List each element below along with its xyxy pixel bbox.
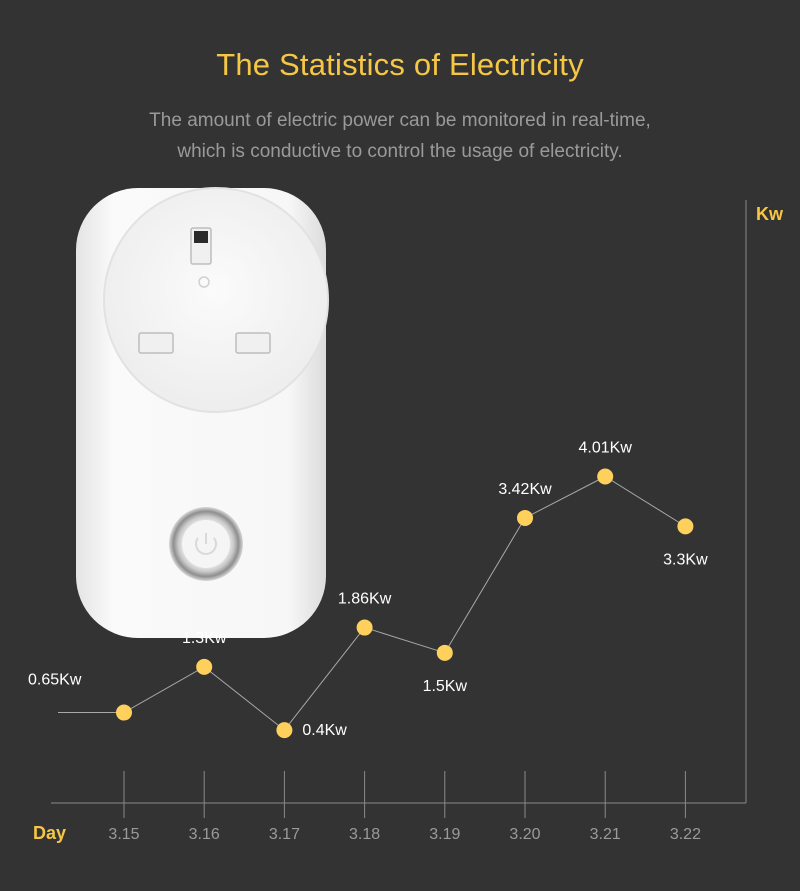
x-tick-label-3.20: 3.20 [509, 826, 540, 843]
data-label-3.22: 3.3Kw [663, 551, 708, 568]
x-tick-label-3.19: 3.19 [429, 826, 460, 843]
data-point-3.16 [196, 658, 213, 675]
data-point-3.20 [517, 509, 533, 526]
data-point-3.22 [677, 518, 694, 535]
data-label-3.20: 3.42Kw [498, 481, 552, 498]
data-label-3.15: 0.65Kw [28, 672, 82, 689]
x-tick-label-3.16: 3.16 [189, 826, 220, 843]
subtitle-line-1: The amount of electric power can be moni… [149, 110, 651, 131]
data-point-3.15 [116, 704, 132, 721]
data-label-3.21: 4.01Kw [579, 439, 633, 456]
x-tick-label-3.18: 3.18 [349, 826, 380, 843]
smart-plug-image [76, 187, 329, 638]
x-tick-label-3.17: 3.17 [269, 826, 300, 843]
x-tick-labels: 3.15 3.16 3.17 3.18 3.19 3.20 3.21 3.22 [108, 826, 701, 843]
data-points [116, 468, 694, 739]
y-axis-title: Kw [756, 204, 784, 224]
series-line [123, 475, 686, 731]
page-title: The Statistics of Electricity [216, 47, 584, 82]
data-label-3.17: 0.4Kw [302, 722, 347, 739]
series-line-group [58, 475, 686, 731]
data-point-3.17 [276, 722, 293, 739]
x-tick-label-3.21: 3.21 [590, 826, 621, 843]
data-label-3.19: 1.5Kw [423, 678, 468, 695]
data-labels: 0.65Kw 1.3Kw 0.4Kw 1.86Kw 1.5Kw 3.42Kw 4.01Kw 3… [28, 439, 708, 739]
data-point-3.18 [356, 619, 373, 636]
data-label-3.18: 1.86Kw [338, 591, 392, 608]
x-tick-label-3.15: 3.15 [108, 826, 139, 843]
x-tick-label-3.22: 3.22 [670, 826, 701, 843]
x-axis-title: Day [33, 823, 66, 843]
x-ticks [123, 771, 686, 818]
data-point-3.19 [436, 644, 453, 661]
page-subtitle: The amount of electric power can be moni… [0, 105, 800, 167]
subtitle-line-2: which is conductive to control the usage… [177, 141, 623, 162]
data-label-3.16: 1.3Kw [182, 630, 227, 647]
data-point-3.21 [597, 468, 614, 485]
